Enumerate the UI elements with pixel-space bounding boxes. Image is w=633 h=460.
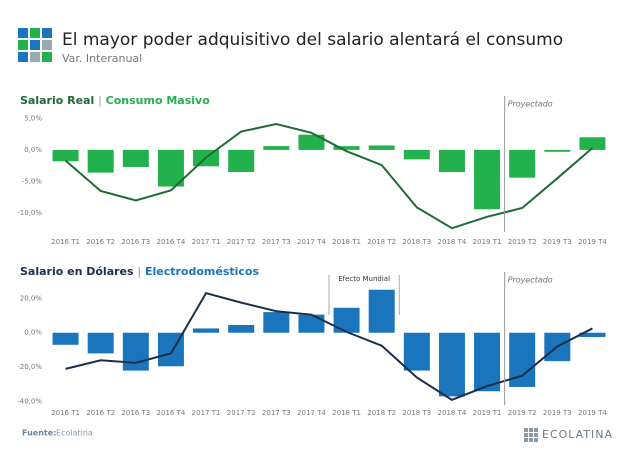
x-tick-label: 2017 T3	[262, 409, 291, 417]
x-tick-label: 2019 T2	[508, 238, 537, 246]
y-tick-label: 0,0%	[24, 329, 42, 337]
bar	[263, 146, 290, 150]
annotation: Proyectado	[508, 276, 553, 285]
bar	[298, 134, 325, 150]
x-tick-label: 2016 T3	[121, 238, 150, 246]
x-tick-label: 2017 T4	[297, 238, 326, 246]
bar	[579, 137, 606, 150]
logo	[18, 28, 52, 62]
x-tick-label: 2017 T2	[227, 409, 256, 417]
x-tick-label: 2016 T4	[157, 409, 186, 417]
x-tick-label: 2016 T1	[51, 409, 80, 417]
bar	[228, 324, 255, 333]
x-tick-label: 2018 T4	[438, 238, 467, 246]
bar	[52, 149, 79, 162]
annotation: Efecto Mundial	[338, 275, 390, 283]
legend-entry: Consumo Masivo	[106, 94, 211, 107]
x-tick-label: 2019 T1	[473, 409, 502, 417]
x-tick-label: 2017 T3	[262, 238, 291, 246]
y-tick-label: -10,0%	[17, 209, 42, 217]
x-tick-label: 2019 T3	[543, 409, 572, 417]
y-tick-label: 5,0%	[24, 114, 42, 122]
title: El mayor poder adquisitivo del salario a…	[62, 30, 563, 50]
legend-entry: Salario en Dólares	[20, 265, 134, 278]
bar	[368, 289, 395, 333]
y-tick-label: -20,0%	[17, 363, 42, 371]
x-tick-label: 2018 T2	[367, 409, 396, 417]
x-tick-label: 2019 T4	[578, 238, 607, 246]
x-tick-label: 2016 T1	[51, 238, 80, 246]
x-tick-label: 2016 T4	[157, 238, 186, 246]
x-tick-label: 2019 T4	[578, 409, 607, 417]
x-tick-label: 2017 T1	[192, 238, 221, 246]
subtitle: Var. Interanual	[62, 52, 142, 65]
bar	[438, 149, 465, 172]
brand: ECOLATINA	[542, 428, 613, 441]
bar	[52, 332, 79, 345]
bar	[87, 332, 114, 354]
bar	[579, 332, 606, 338]
y-tick-label: -40,0%	[17, 398, 42, 406]
y-tick-label: 20,0%	[20, 294, 43, 302]
bar	[333, 146, 360, 150]
x-tick-label: 2016 T2	[86, 238, 115, 246]
chart-heading: Salario Real | Consumo Masivo	[20, 94, 210, 107]
x-tick-label: 2018 T1	[332, 409, 361, 417]
x-tick-label: 2019 T3	[543, 238, 572, 246]
source-label: Fuente:	[22, 429, 56, 438]
x-tick-label: 2017 T4	[297, 409, 326, 417]
bar	[298, 314, 325, 333]
chart-heading: Salario en Dólares | Electrodomésticos	[20, 265, 259, 278]
bar	[544, 149, 571, 152]
bar	[403, 332, 430, 371]
bar	[438, 332, 465, 397]
source: Ecolatina	[56, 429, 93, 438]
brand-icon	[524, 428, 538, 442]
x-tick-label: 2017 T2	[227, 238, 256, 246]
bar	[403, 149, 430, 160]
x-tick-label: 2018 T2	[367, 238, 396, 246]
bar	[263, 312, 290, 333]
bar	[333, 307, 360, 333]
legend-entry: Salario Real	[20, 94, 94, 107]
legend-entry: Electrodomésticos	[145, 265, 260, 278]
separator: |	[137, 265, 141, 278]
x-tick-label: 2018 T1	[332, 238, 361, 246]
bar	[368, 145, 395, 150]
x-tick-label: 2017 T1	[192, 409, 221, 417]
bar	[193, 328, 220, 333]
x-tick-label: 2016 T3	[121, 409, 150, 417]
separator: |	[98, 94, 102, 107]
bar	[87, 149, 114, 173]
x-tick-label: 2018 T4	[438, 409, 467, 417]
bar	[474, 149, 501, 210]
y-tick-label: -5,0%	[22, 177, 43, 185]
annotation: Proyectado	[508, 100, 553, 109]
bar	[122, 332, 149, 371]
bar	[474, 332, 501, 392]
x-tick-label: 2019 T1	[473, 238, 502, 246]
y-tick-label: 0,0%	[24, 146, 42, 154]
x-tick-label: 2019 T2	[508, 409, 537, 417]
bar	[228, 149, 255, 172]
bar	[509, 149, 536, 178]
x-tick-label: 2018 T3	[402, 238, 431, 246]
x-tick-label: 2018 T3	[402, 409, 431, 417]
bar	[157, 149, 184, 187]
x-tick-label: 2016 T2	[86, 409, 115, 417]
bar	[122, 149, 149, 167]
